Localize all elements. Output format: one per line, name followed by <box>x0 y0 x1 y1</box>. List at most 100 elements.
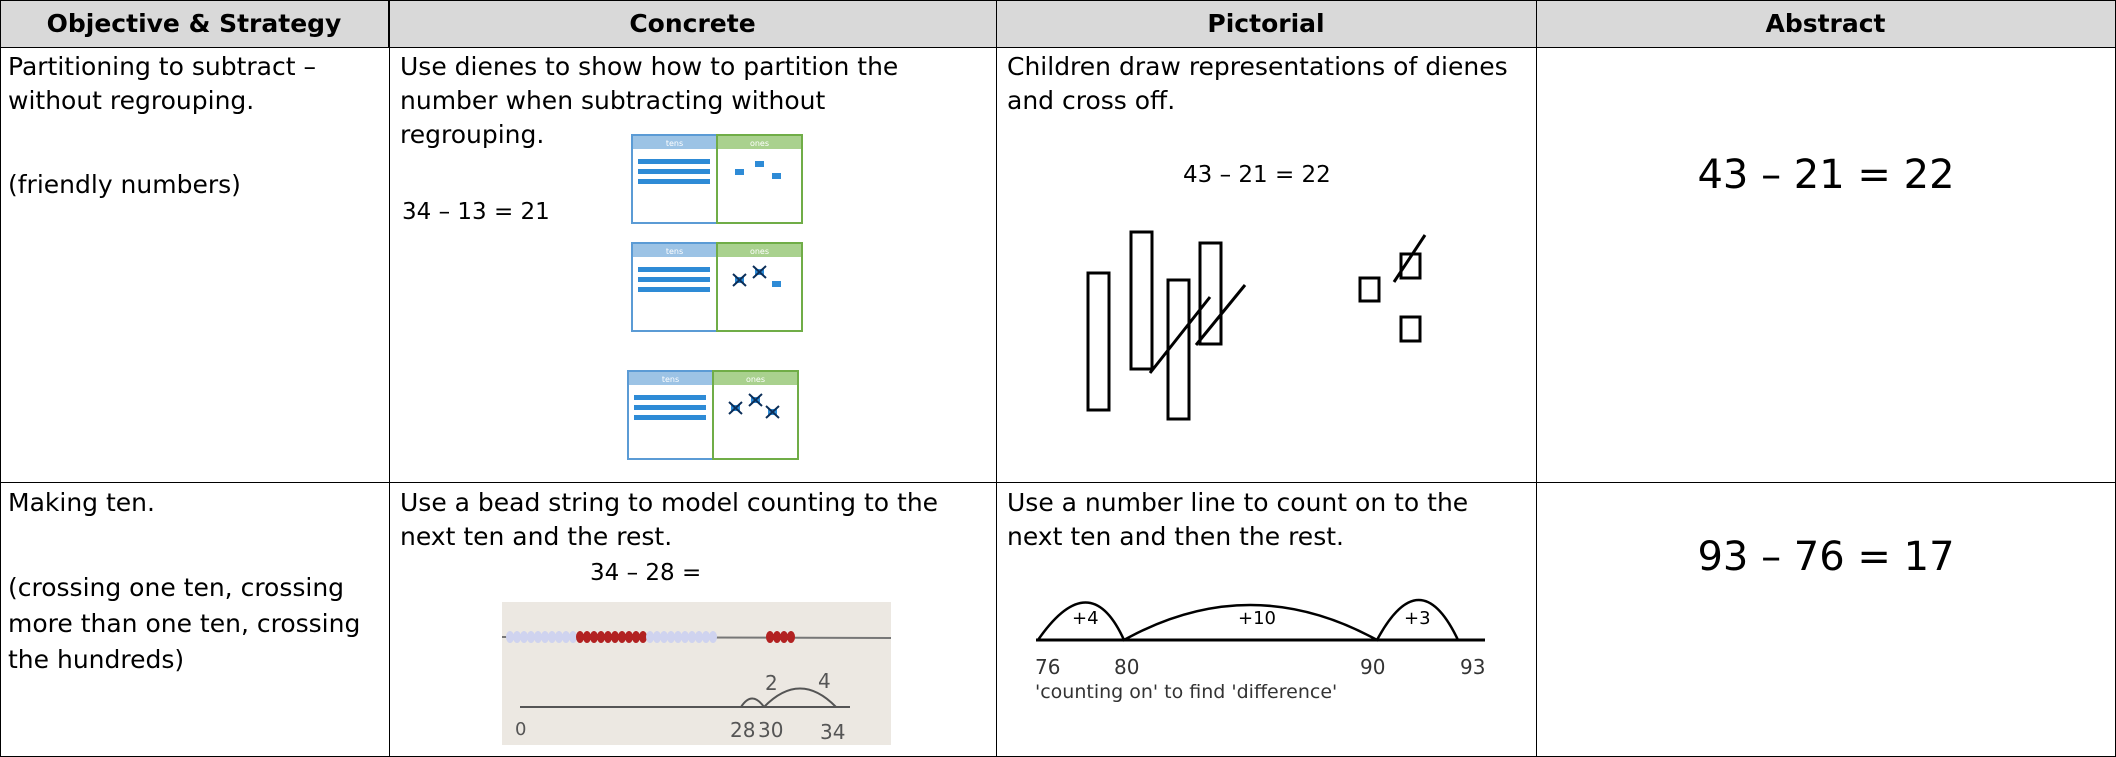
cross-line <box>1148 296 1212 374</box>
bead <box>611 631 619 643</box>
bead <box>506 631 514 643</box>
one-cube <box>1399 252 1422 280</box>
objective: Making ten. <box>8 488 155 517</box>
ten-rod <box>638 267 710 272</box>
bead <box>513 631 521 643</box>
ten-rod <box>1198 241 1223 346</box>
concrete-text: Use a bead string to model counting to t… <box>400 488 939 551</box>
header-cell: Pictorial <box>995 0 1537 48</box>
bead <box>569 631 577 643</box>
bead <box>548 631 556 643</box>
cross-line <box>1392 234 1427 283</box>
ten-rod <box>634 395 706 400</box>
objective-note: (crossing one ten, crossing more than on… <box>8 573 361 674</box>
mark-label: 34 <box>820 720 845 744</box>
beads <box>506 631 795 643</box>
ten-rod <box>1129 230 1154 371</box>
ten-rod <box>638 277 710 282</box>
mark-label: 30 <box>758 718 783 742</box>
bead <box>632 631 640 643</box>
pictorial-text: Children draw representations of dienes … <box>1007 52 1508 115</box>
jump-label: 2 <box>765 671 778 695</box>
one-cube <box>755 161 764 167</box>
bead <box>688 631 696 643</box>
bead <box>766 631 774 643</box>
ones-header <box>717 243 802 257</box>
cross <box>748 393 763 407</box>
header-cell: Abstract <box>1535 0 2116 48</box>
bead <box>773 631 781 643</box>
drawn-dienes <box>1086 230 1427 421</box>
ten-rod <box>638 159 710 164</box>
bead <box>667 631 675 643</box>
panel-label: tens <box>662 375 679 384</box>
cross-line <box>1194 284 1247 346</box>
bead <box>646 631 654 643</box>
ten-rod <box>638 287 710 292</box>
bead <box>780 631 788 643</box>
jump-arcs <box>1036 598 1460 642</box>
bead <box>709 631 717 643</box>
ones-header <box>717 135 802 149</box>
ones-panel <box>716 242 803 332</box>
dienes-panels: tens ones tens ones tens ones <box>627 134 803 460</box>
header-cell: Objective & Strategy <box>0 0 389 48</box>
number-line-figure: +4 +10 +3 76 80 90 93 'counting on' to f… <box>1035 598 1485 703</box>
equation: 43 – 21 = 22 <box>1183 162 1331 188</box>
bead <box>625 631 633 643</box>
cross <box>728 401 743 415</box>
objective: Partitioning to subtract – without regro… <box>8 52 316 115</box>
jump-label: 4 <box>818 669 831 693</box>
cross <box>765 405 780 419</box>
bead <box>597 631 605 643</box>
panel-label: ones <box>746 375 765 384</box>
panel-label: tens <box>666 139 683 148</box>
panel-label: ones <box>750 247 769 256</box>
objective-note: (friendly numbers) <box>8 170 241 199</box>
ones-header <box>713 371 798 385</box>
mark-label: 76 <box>1035 655 1060 679</box>
bead <box>618 631 626 643</box>
caption: 'counting on' to find 'difference' <box>1035 681 1337 703</box>
jump-label: +3 <box>1404 608 1431 629</box>
ones-panel <box>712 370 799 460</box>
bead <box>576 631 584 643</box>
jump-arcs <box>740 687 837 708</box>
bead <box>681 631 689 643</box>
abstract-equation: 93 – 76 = 17 <box>1697 534 1955 580</box>
tens-header <box>628 371 713 385</box>
ten-rod <box>1086 271 1111 412</box>
ten-rod <box>634 405 706 410</box>
bead <box>695 631 703 643</box>
concrete-text: Use dienes to show how to partition the … <box>400 52 899 149</box>
one-cube <box>735 169 744 175</box>
one-cube <box>1358 276 1381 303</box>
ten-rod <box>638 169 710 174</box>
bead <box>541 631 549 643</box>
bead <box>534 631 542 643</box>
bead <box>604 631 612 643</box>
cross <box>732 273 747 287</box>
ten-rod <box>638 179 710 184</box>
panel-label: tens <box>666 247 683 256</box>
panel-label: ones <box>750 139 769 148</box>
ten-rod <box>634 415 706 420</box>
one-cube <box>772 173 781 179</box>
tens-header <box>632 243 717 257</box>
abstract-equation: 43 – 21 = 22 <box>1697 152 1955 198</box>
bead <box>555 631 563 643</box>
bead-string-photo: 2 4 0 28 30 34 <box>501 602 892 745</box>
equation: 34 – 28 = <box>590 560 702 586</box>
bead <box>660 631 668 643</box>
ones-panel <box>716 134 803 224</box>
bead <box>590 631 598 643</box>
mark-label: 28 <box>730 718 755 742</box>
jump-label: +4 <box>1072 608 1099 629</box>
mark-label: 90 <box>1360 655 1385 679</box>
mark-label: 80 <box>1114 655 1139 679</box>
bead <box>562 631 570 643</box>
bead <box>527 631 535 643</box>
equation: 34 – 13 = 21 <box>402 199 550 225</box>
